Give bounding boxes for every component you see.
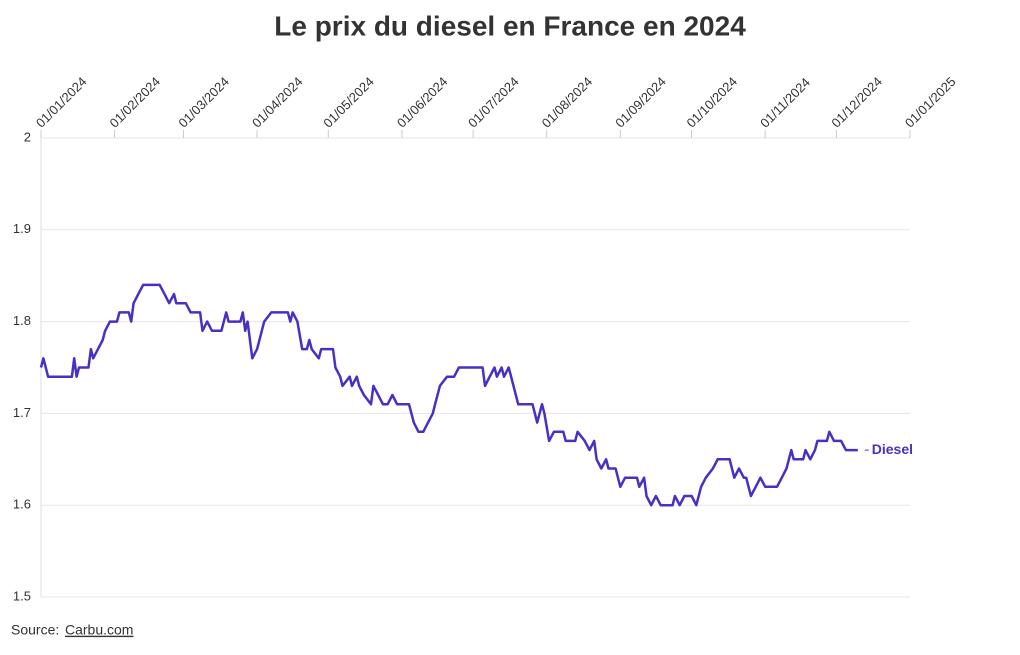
- x-tick-label: 01/09/2024: [612, 74, 669, 131]
- y-tick-label: 1.7: [13, 405, 31, 420]
- x-tick-label: 01/08/2024: [539, 74, 596, 131]
- x-tick-label: 01/01/2025: [902, 74, 959, 131]
- x-tick-label: 01/10/2024: [684, 74, 741, 131]
- x-tick-label: 01/12/2024: [828, 74, 885, 131]
- x-tick-label: 01/03/2024: [175, 74, 232, 131]
- series-label: Diesel: [872, 441, 913, 457]
- x-tick-label: 01/06/2024: [394, 74, 451, 131]
- x-tick-label: 01/05/2024: [320, 74, 377, 131]
- y-tick-label: 1.8: [13, 313, 31, 328]
- y-tick-label: 1.9: [13, 221, 31, 236]
- chart-title: Le prix du diesel en France en 2024: [274, 10, 746, 41]
- y-tick-label: 2: [24, 129, 31, 144]
- y-tick-label: 1.5: [13, 588, 31, 603]
- series-line: [39, 283, 858, 507]
- x-tick-label: 01/04/2024: [249, 74, 306, 131]
- x-tick-label: 01/02/2024: [107, 74, 164, 131]
- y-tick-label: 1.6: [13, 497, 31, 512]
- x-tick-label: 01/11/2024: [757, 75, 813, 131]
- source-link[interactable]: Carbu.com: [65, 622, 133, 638]
- source-label: Source:: [11, 622, 59, 638]
- x-tick-label: 01/07/2024: [465, 74, 522, 131]
- x-tick-label: 01/01/2024: [33, 74, 90, 131]
